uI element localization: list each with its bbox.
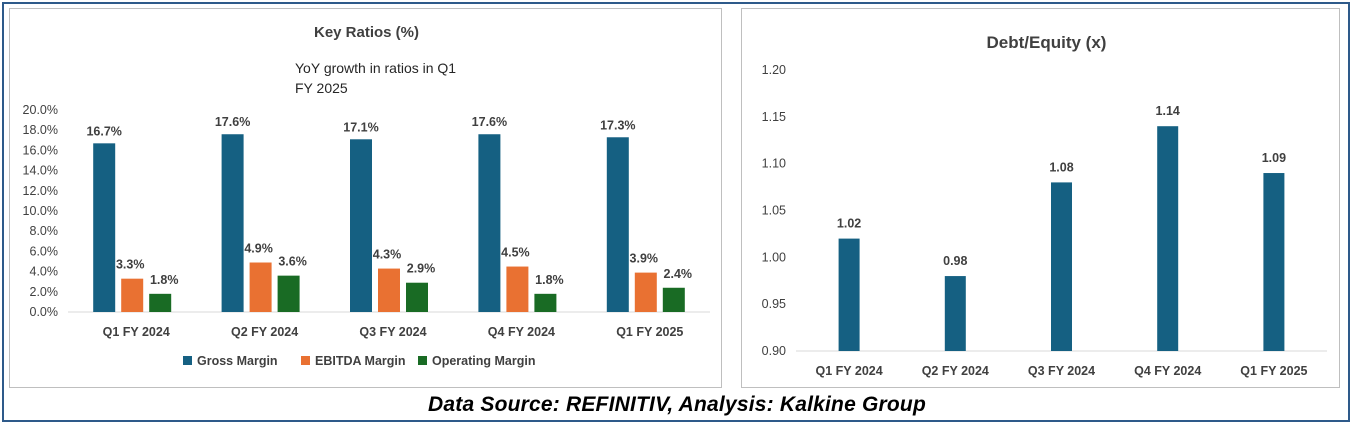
y-tick-label: 0.90 xyxy=(762,344,786,358)
data-label: 16.7% xyxy=(86,124,121,138)
bar-ebitda-margin xyxy=(506,266,529,312)
x-category-label: Q4 FY 2024 xyxy=(1134,364,1201,378)
data-label: 2.4% xyxy=(664,267,693,281)
bar-debt-equity xyxy=(838,238,860,351)
chart-title: Key Ratios (%) xyxy=(314,24,419,41)
bar-gross-margin xyxy=(350,139,372,312)
legend-label: Gross Margin xyxy=(197,354,278,368)
data-label: 1.02 xyxy=(837,217,861,231)
x-category-label: Q4 FY 2024 xyxy=(488,325,555,339)
data-label: 1.09 xyxy=(1262,151,1286,165)
data-label: 4.3% xyxy=(373,248,402,262)
data-label: 0.98 xyxy=(943,254,967,268)
data-label: 1.8% xyxy=(535,273,564,287)
x-category-label: Q1 FY 2024 xyxy=(816,364,883,378)
data-label: 2.9% xyxy=(407,262,436,276)
y-tick-label: 14.0% xyxy=(23,164,58,178)
bar-debt-equity xyxy=(944,276,966,351)
bar-operating-margin xyxy=(534,293,557,312)
y-tick-label: 10.0% xyxy=(23,204,58,218)
data-label: 3.9% xyxy=(630,252,659,266)
data-label: 4.5% xyxy=(501,246,530,260)
chart-subtitle-line: FY 2025 xyxy=(295,80,348,96)
y-tick-label: 12.0% xyxy=(23,184,58,198)
y-tick-label: 1.15 xyxy=(762,110,786,124)
x-category-label: Q3 FY 2024 xyxy=(1028,364,1095,378)
legend-label: Operating Margin xyxy=(432,354,535,368)
data-label: 1.08 xyxy=(1049,160,1073,174)
data-label: 3.6% xyxy=(278,255,307,269)
bar-operating-margin xyxy=(149,293,172,312)
y-tick-label: 6.0% xyxy=(30,244,59,258)
data-label: 1.14 xyxy=(1156,104,1180,118)
y-tick-label: 2.0% xyxy=(30,285,59,299)
bar-gross-margin xyxy=(606,137,629,312)
y-tick-label: 0.0% xyxy=(30,305,59,319)
y-tick-label: 1.05 xyxy=(762,204,786,218)
bar-operating-margin xyxy=(406,282,428,312)
data-label: 17.1% xyxy=(343,120,378,134)
legend-swatch xyxy=(183,356,192,365)
key-ratios-chart-panel: Key Ratios (%) YoY growth in ratios in Q1… xyxy=(9,8,722,388)
bar-debt-equity xyxy=(1263,173,1285,351)
legend-swatch xyxy=(418,356,427,365)
bar-debt-equity xyxy=(1051,182,1072,351)
y-tick-label: 4.0% xyxy=(30,265,59,279)
y-tick-label: 18.0% xyxy=(23,123,58,137)
x-category-label: Q2 FY 2024 xyxy=(922,364,989,378)
legend-swatch xyxy=(301,356,310,365)
data-label: 17.6% xyxy=(472,115,507,129)
debt-equity-chart-panel: Debt/Equity (x) 0.90 0.95 1.00 1.05 1.10 1.15 1… xyxy=(741,8,1340,388)
bar-gross-margin xyxy=(478,134,501,312)
chart-title: Debt/Equity (x) xyxy=(987,33,1107,52)
debt-equity-chart: Debt/Equity (x) 0.90 0.95 1.00 1.05 1.10 1.15 1… xyxy=(762,33,1327,378)
bar-gross-margin xyxy=(93,143,116,312)
x-category-label: Q3 FY 2024 xyxy=(359,325,426,339)
data-source-caption: Data Source: REFINITIV, Analysis: Kalkin… xyxy=(428,393,926,416)
y-tick-label: 1.00 xyxy=(762,250,786,264)
data-label: 4.9% xyxy=(244,242,273,256)
data-label: 17.3% xyxy=(600,118,635,132)
bar-ebitda-margin xyxy=(249,262,272,312)
bar-ebitda-margin xyxy=(378,268,400,312)
x-category-label: Q1 FY 2025 xyxy=(616,325,683,339)
y-tick-label: 0.95 xyxy=(762,297,786,311)
y-tick-label: 16.0% xyxy=(23,143,58,157)
y-tick-label: 20.0% xyxy=(23,103,58,117)
bar-ebitda-margin xyxy=(634,272,657,312)
data-label: 17.6% xyxy=(215,115,250,129)
x-category-label: Q1 FY 2025 xyxy=(1240,364,1307,378)
bar-operating-margin xyxy=(662,287,685,312)
y-tick-label: 8.0% xyxy=(30,224,59,238)
y-tick-label: 1.20 xyxy=(762,63,786,77)
data-label: 3.3% xyxy=(116,258,145,272)
y-tick-label: 1.10 xyxy=(762,157,786,171)
chart-subtitle-line: YoY growth in ratios in Q1 xyxy=(295,60,456,76)
bar-gross-margin xyxy=(221,134,244,312)
key-ratios-chart: Key Ratios (%) YoY growth in ratios in Q1… xyxy=(23,24,710,368)
bar-debt-equity xyxy=(1157,126,1179,351)
x-category-label: Q2 FY 2024 xyxy=(231,325,298,339)
bar-ebitda-margin xyxy=(121,278,144,312)
bar-operating-margin xyxy=(277,275,300,312)
x-category-label: Q1 FY 2024 xyxy=(103,325,170,339)
data-label: 1.8% xyxy=(150,273,179,287)
legend-label: EBITDA Margin xyxy=(315,354,406,368)
